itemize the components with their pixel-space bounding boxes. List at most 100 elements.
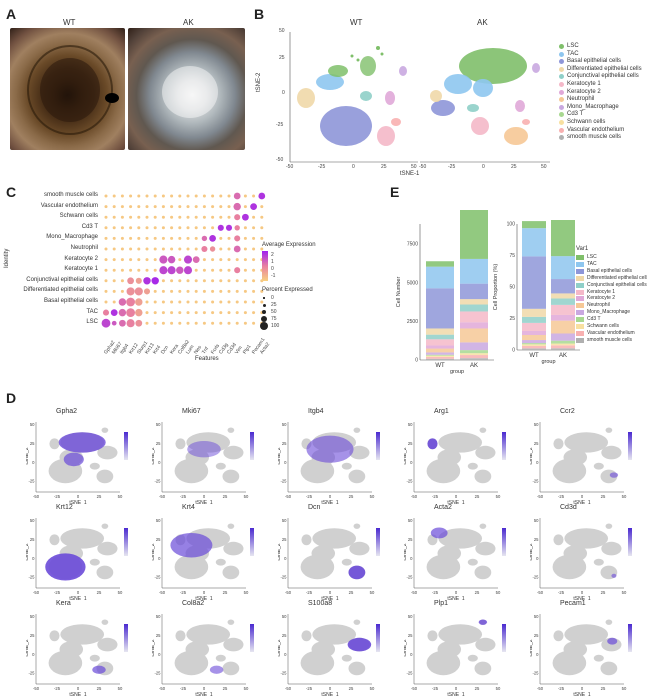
dotplot-marker <box>178 194 182 198</box>
dotplot-marker <box>217 224 224 231</box>
dotplot-marker <box>219 194 223 198</box>
dotplot-marker <box>120 226 124 230</box>
dotplot-marker <box>202 311 206 315</box>
feature-plot-xtick: 0 <box>77 590 80 595</box>
pct-legend-label: 100 <box>271 323 280 329</box>
dotplot-marker <box>126 287 135 296</box>
feature-plot-ytick: 25 <box>30 441 35 446</box>
feature-plot-expression <box>478 619 488 625</box>
feature-plot-cluster <box>426 458 461 484</box>
dotplot-marker <box>145 236 149 240</box>
feature-plot-cluster <box>101 619 109 625</box>
feature-plot-xlabel: tSNE_1 <box>321 692 338 696</box>
feature-plot-cluster <box>353 427 361 433</box>
dotplot-marker <box>112 226 116 230</box>
feature-plot-cluster <box>474 661 492 676</box>
feature-plot-cluster <box>593 654 604 662</box>
dotplot-marker <box>178 258 182 262</box>
dotplot-marker <box>201 235 208 242</box>
feature-plot-colorbar <box>628 624 632 652</box>
tsne-wt-xtick-1: -25 <box>318 164 326 170</box>
feature-plot-ytick: 0 <box>32 556 35 561</box>
feature-plot-title: S100a8 <box>308 600 333 607</box>
feature-plot-ytick: -25 <box>406 575 413 580</box>
tsne-ak-xtick-1: -25 <box>448 164 456 170</box>
dotplot-marker <box>127 277 134 285</box>
feature-plot-xtick: -50 <box>285 494 292 499</box>
tsne-ak-plot <box>420 48 550 163</box>
feature-plot-expression <box>611 573 617 578</box>
dotplot-marker <box>135 298 143 306</box>
dotplot-marker <box>153 247 157 251</box>
dotplot-marker <box>243 321 247 325</box>
dotplot-marker <box>227 205 231 209</box>
stacked-bar-segment <box>460 342 488 351</box>
dotplot-marker <box>211 194 215 198</box>
stacked-bar-segment <box>551 298 575 305</box>
dotplot-marker <box>178 311 182 315</box>
feature-plot-colorbar <box>502 528 506 556</box>
dotplot-marker <box>170 321 174 325</box>
feature-plot: -50 -25 0 25 50 50 25 0 -25 tSNE_1 tSNE_2 <box>26 614 128 696</box>
dotplot-marker <box>176 266 184 274</box>
feature-plot-xtick: 25 <box>349 590 354 595</box>
dotplot-marker <box>194 300 198 304</box>
dotplot-marker <box>145 321 149 325</box>
dotplot-marker <box>186 300 190 304</box>
dotplot-marker <box>242 213 249 221</box>
dotplot-marker <box>252 289 256 293</box>
feature-plot-title: Kera <box>56 600 71 607</box>
feature-plot-cluster <box>474 565 492 580</box>
feature-plot-cluster <box>312 528 357 549</box>
feature-plot-xtick: 50 <box>118 494 123 499</box>
feature-plot-title: Acta2 <box>434 504 452 511</box>
feature-plot-ylabel: tSNE_2 <box>530 543 534 560</box>
dotplot-marker <box>145 258 149 262</box>
stacked-bar-segment <box>426 345 454 349</box>
stacked-bar-segment <box>551 256 575 280</box>
feature-plot-xtick: -25 <box>180 686 187 691</box>
dotplot-marker <box>235 321 239 325</box>
stacked-bar-segment <box>522 343 546 345</box>
dotplot-marker <box>153 236 157 240</box>
dotplot-marker <box>137 268 141 272</box>
dotplot-marker <box>243 247 247 251</box>
stacked-bar-segment <box>426 261 454 267</box>
dotplot-marker <box>252 194 256 198</box>
dotplot-marker <box>194 194 198 198</box>
feature-plot: -50 -25 0 25 50 50 25 0 -25 tSNE_1 tSNE_2 <box>530 614 632 696</box>
feature-plot-colorbar <box>250 624 254 652</box>
bar-ytick: 0 <box>415 358 418 364</box>
dotplot-marker <box>227 215 231 219</box>
feature-plot-ytick: 25 <box>534 633 539 638</box>
feature-plot-ytick: 0 <box>284 652 287 657</box>
feature-plot-title: Plp1 <box>434 600 449 607</box>
feature-plot-cluster <box>174 554 209 580</box>
dotplot-marker <box>153 194 157 198</box>
dotplot-marker <box>194 247 198 251</box>
dotplot-marker <box>219 247 223 251</box>
feature-plot-ytick: 25 <box>534 441 539 446</box>
stacked-bar-segment <box>522 221 546 229</box>
feature-plot-ytick: -25 <box>280 671 287 676</box>
stacked-bar-segment <box>460 328 488 343</box>
dotplot-marker <box>202 300 206 304</box>
dotplot-marker <box>167 255 176 264</box>
feature-plot-xtick: 0 <box>581 494 584 499</box>
dotplot-marker <box>104 236 108 240</box>
feature-plot-xtick: 0 <box>77 686 80 691</box>
dotplot-marker <box>178 236 182 240</box>
avg-expr-tick-0: 2 <box>271 252 274 258</box>
dotplot-marker <box>104 279 108 283</box>
feature-plot-ytick: 0 <box>32 652 35 657</box>
feature-plot-xtick: -25 <box>306 494 313 499</box>
dotplot-marker <box>194 311 198 315</box>
dotplot-marker <box>194 289 198 293</box>
dotplot-marker <box>186 236 190 240</box>
feature-plot-ylabel: tSNE_2 <box>152 639 156 656</box>
feature-plot-ylabel: tSNE_2 <box>26 543 30 560</box>
dotplot-marker <box>120 215 124 219</box>
feature-plot-ylabel: tSNE_2 <box>278 543 282 560</box>
feature-plot-xlabel: tSNE_1 <box>321 596 338 600</box>
dotplot-marker <box>211 311 215 315</box>
